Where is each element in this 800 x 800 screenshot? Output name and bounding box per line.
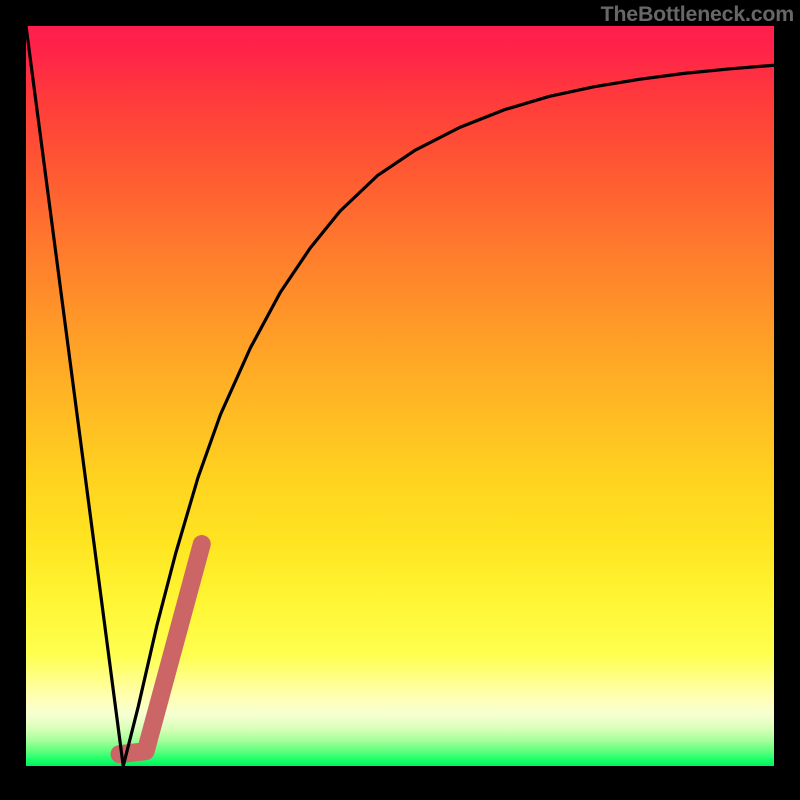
chart-container: TheBottleneck.com [0,0,800,800]
watermark-text: TheBottleneck.com [601,2,794,27]
plot-background [26,26,774,766]
chart-svg [0,0,800,800]
